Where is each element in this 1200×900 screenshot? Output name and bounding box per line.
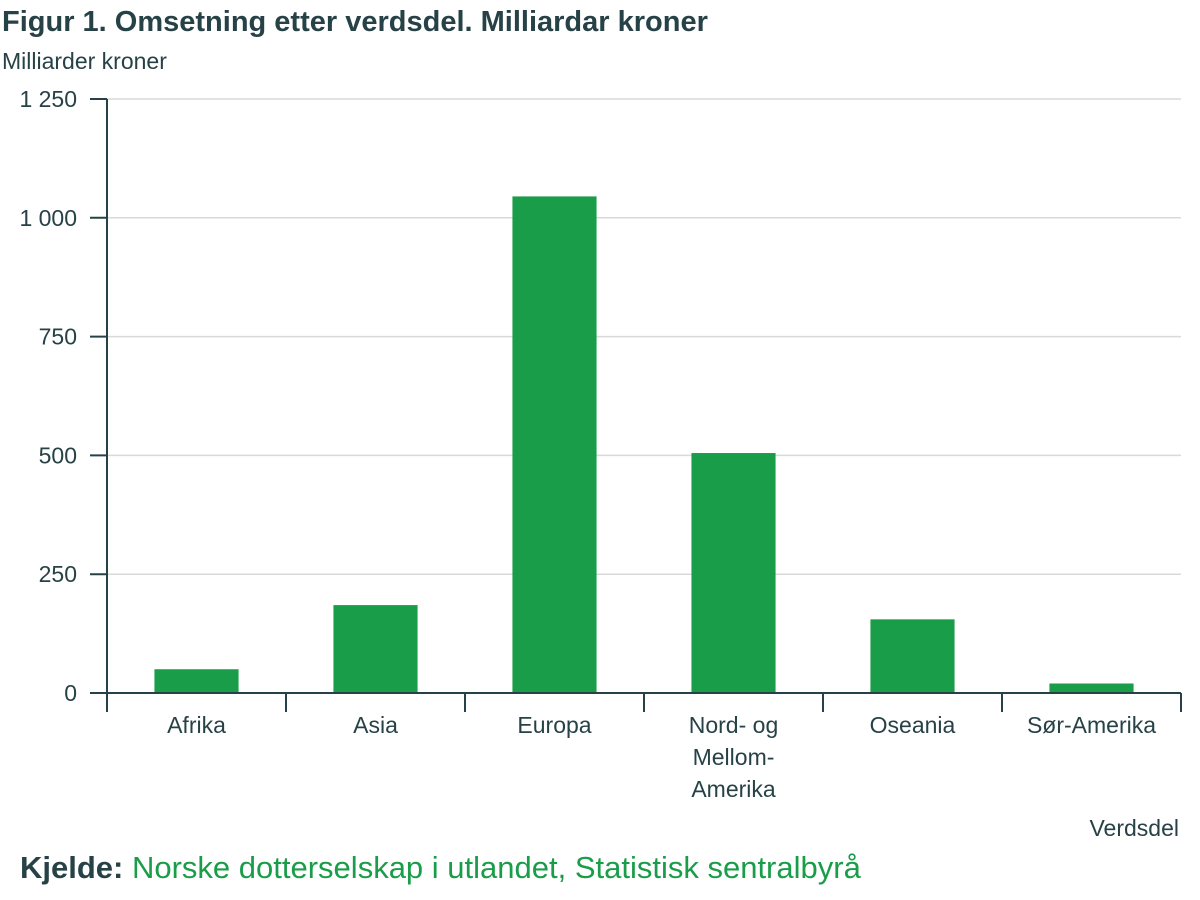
grid-lines [107,98,1181,575]
x-tick-label: Asia [353,712,398,738]
y-tick-label: 250 [39,561,77,587]
x-tick-label: Oseania [870,712,956,738]
bar [333,605,418,693]
y-tick-label: 750 [39,324,77,350]
y-tick-label: 0 [64,680,77,706]
chart-title: Figur 1. Omsetning etter verdsdel. Milli… [2,6,708,38]
bars [154,196,1134,693]
y-tick-label: 1 250 [19,86,77,112]
bar [691,453,776,693]
x-axis-label: Verdsdel [1089,815,1179,840]
x-tick-label: Europa [517,712,591,738]
bar [1049,683,1134,693]
x-axis [106,692,1182,712]
source-label: Kjelde: [20,850,124,885]
y-tick-label: 1 000 [19,205,77,231]
y-axis-ticks: 0 250 500 750 1 000 1 250 [19,86,108,706]
x-axis-tick-labels: Afrika Asia Europa Nord- og Mellom-Amerika Os… [167,712,1156,802]
source-note: Kjelde: Norske dotterselskap i utlandet,… [20,850,861,886]
x-tick-label: Afrika [167,712,226,738]
y-tick-label: 500 [39,442,77,468]
source-text: Norske dotterselskap i utlandet, Statist… [131,850,861,885]
bar [870,619,955,693]
bar [512,196,597,693]
x-tick-label: Sør-Amerika [1027,712,1156,738]
bar [154,669,239,693]
x-tick-label: Nord- og Mellom-Amerika [689,712,778,802]
y-axis-label: Milliarder kroner [2,48,167,74]
bar-chart: Milliarder kroner 0 250 500 750 1 000 1 250 A… [2,48,1182,840]
